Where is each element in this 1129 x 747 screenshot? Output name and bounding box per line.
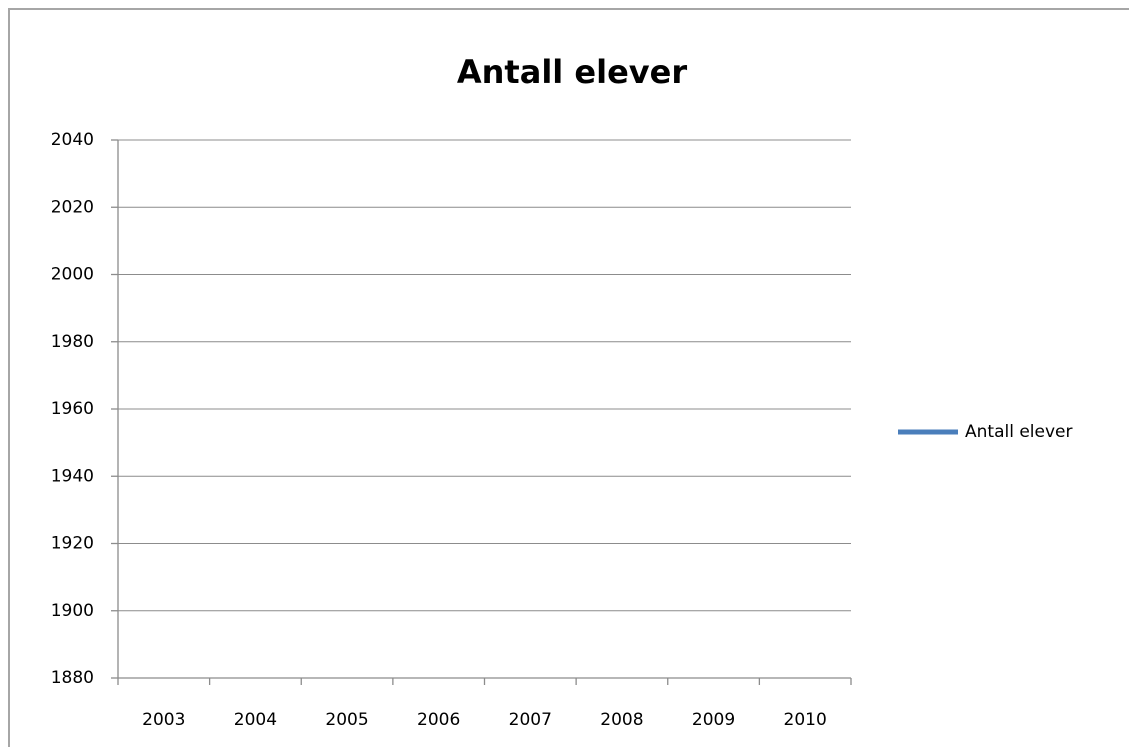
x-tick-label: 2009: [692, 710, 735, 730]
legend-label: Antall elever: [965, 422, 1073, 442]
x-tick-label: 2007: [509, 710, 552, 730]
x-tick-label: 2003: [142, 710, 185, 730]
y-tick-label: 1960: [51, 399, 94, 419]
x-tick-label: 2006: [417, 710, 460, 730]
y-tick-label: 2020: [51, 197, 94, 217]
y-tick-label: 2040: [51, 130, 94, 150]
y-tick-label: 1920: [51, 534, 94, 554]
y-tick-label: 1900: [51, 601, 94, 621]
chart-frame: [8, 8, 1129, 747]
x-tick-label: 2010: [784, 710, 827, 730]
y-tick-label: 2000: [51, 265, 94, 285]
y-tick-label: 1880: [51, 668, 94, 688]
x-tick-label: 2008: [600, 710, 643, 730]
chart-title: Antall elever: [457, 53, 687, 91]
x-tick-label: 2004: [234, 710, 277, 730]
y-tick-label: 1980: [51, 332, 94, 352]
x-tick-label: 2005: [325, 710, 368, 730]
y-tick-label: 1940: [51, 466, 94, 486]
